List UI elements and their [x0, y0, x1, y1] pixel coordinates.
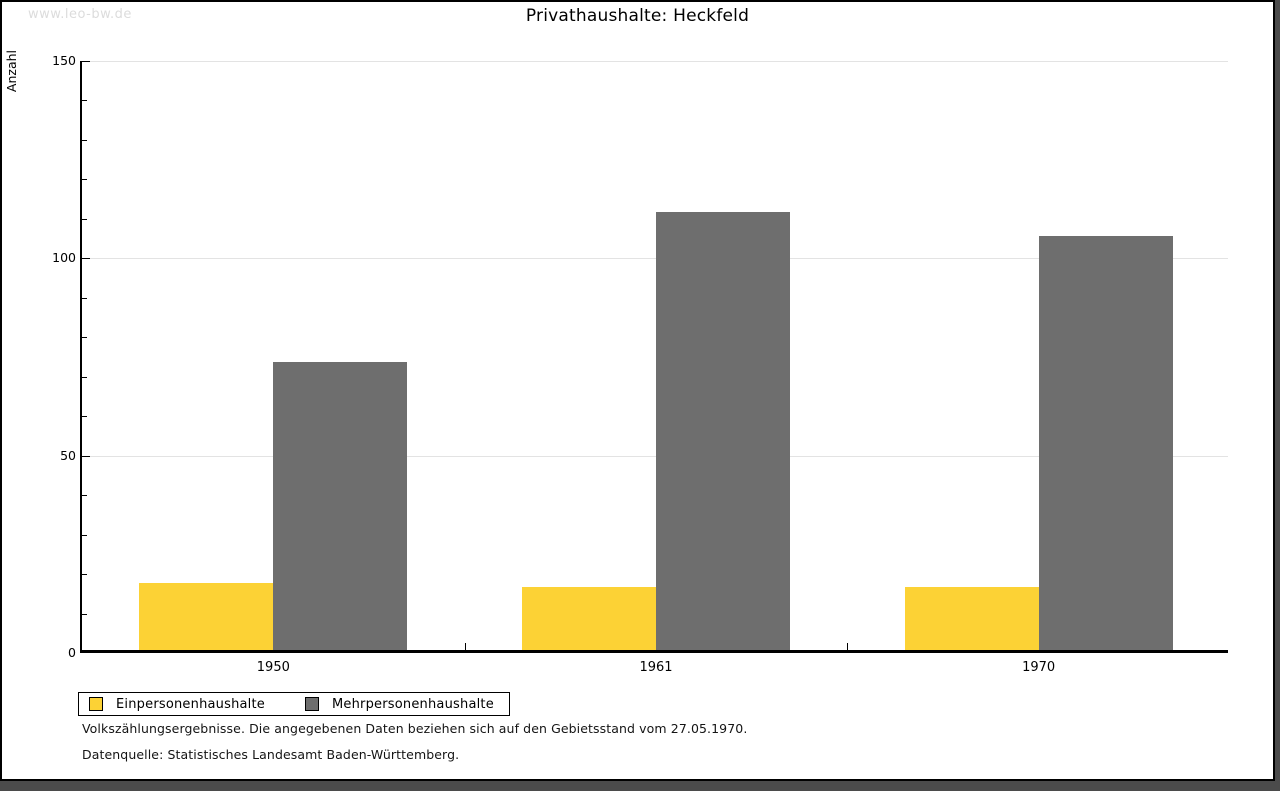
- gridline: [82, 258, 1228, 260]
- x-tick-label: 1961: [639, 660, 673, 675]
- y-minor-tick: [82, 376, 87, 378]
- y-minor-tick: [82, 139, 87, 141]
- x-tick-label: 1970: [1022, 660, 1056, 675]
- y-minor-tick: [82, 534, 87, 536]
- chart-title: Privathaushalte: Heckfeld: [525, 6, 750, 26]
- category-separator-tick: [464, 643, 466, 650]
- y-minor-tick: [82, 574, 87, 576]
- category-separator-tick: [847, 643, 849, 650]
- legend-swatch-icon: [305, 697, 319, 711]
- y-tick-label: 0: [68, 645, 76, 660]
- y-tick-label: 100: [52, 250, 76, 266]
- bar-1961-einpersonen: [522, 586, 656, 650]
- y-minor-tick: [82, 416, 87, 418]
- bar-1961-mehrpersonen: [656, 211, 790, 650]
- watermark: www.leo-bw.de: [28, 7, 132, 22]
- legend-swatch-icon: [89, 697, 103, 711]
- y-tick-label: 150: [52, 53, 76, 68]
- legend-item: Mehrpersonenhaushalte: [305, 697, 494, 712]
- y-minor-tick: [82, 297, 87, 299]
- bar-1970-einpersonen: [904, 586, 1039, 650]
- plot-area: 0 50 100 150 1950 1961 1970: [52, 53, 1228, 675]
- y-major-tick: [82, 455, 90, 457]
- footnote-census: Volkszählungsergebnisse. Die angegebenen…: [82, 721, 748, 736]
- y-minor-tick: [82, 100, 87, 102]
- bar-1950-einpersonen: [139, 582, 274, 650]
- gridline: [82, 61, 1228, 62]
- legend-label: Einpersonenhaushalte: [116, 696, 265, 712]
- legend-label: Mehrpersonenhaushalte: [332, 696, 494, 712]
- y-minor-tick: [82, 613, 87, 615]
- y-tick-label: 50: [60, 447, 76, 463]
- y-major-tick: [82, 61, 90, 62]
- y-major-tick: [82, 258, 90, 260]
- bar-1950-mehrpersonen: [273, 361, 408, 650]
- y-minor-tick: [82, 337, 87, 339]
- y-minor-tick: [82, 218, 87, 220]
- y-minor-tick: [82, 179, 87, 181]
- y-minor-tick: [82, 495, 87, 497]
- x-tick-label: 1950: [256, 660, 290, 675]
- y-axis-label: Anzahl: [4, 50, 19, 93]
- legend-item: Einpersonenhaushalte: [89, 697, 265, 712]
- bar-1970-mehrpersonen: [1038, 235, 1173, 650]
- legend: Einpersonenhaushalte Mehrpersonenhaushalt…: [78, 692, 510, 716]
- footnote-source: Datenquelle: Statistisches Landesamt Bad…: [82, 747, 460, 762]
- gridline: [82, 455, 1228, 457]
